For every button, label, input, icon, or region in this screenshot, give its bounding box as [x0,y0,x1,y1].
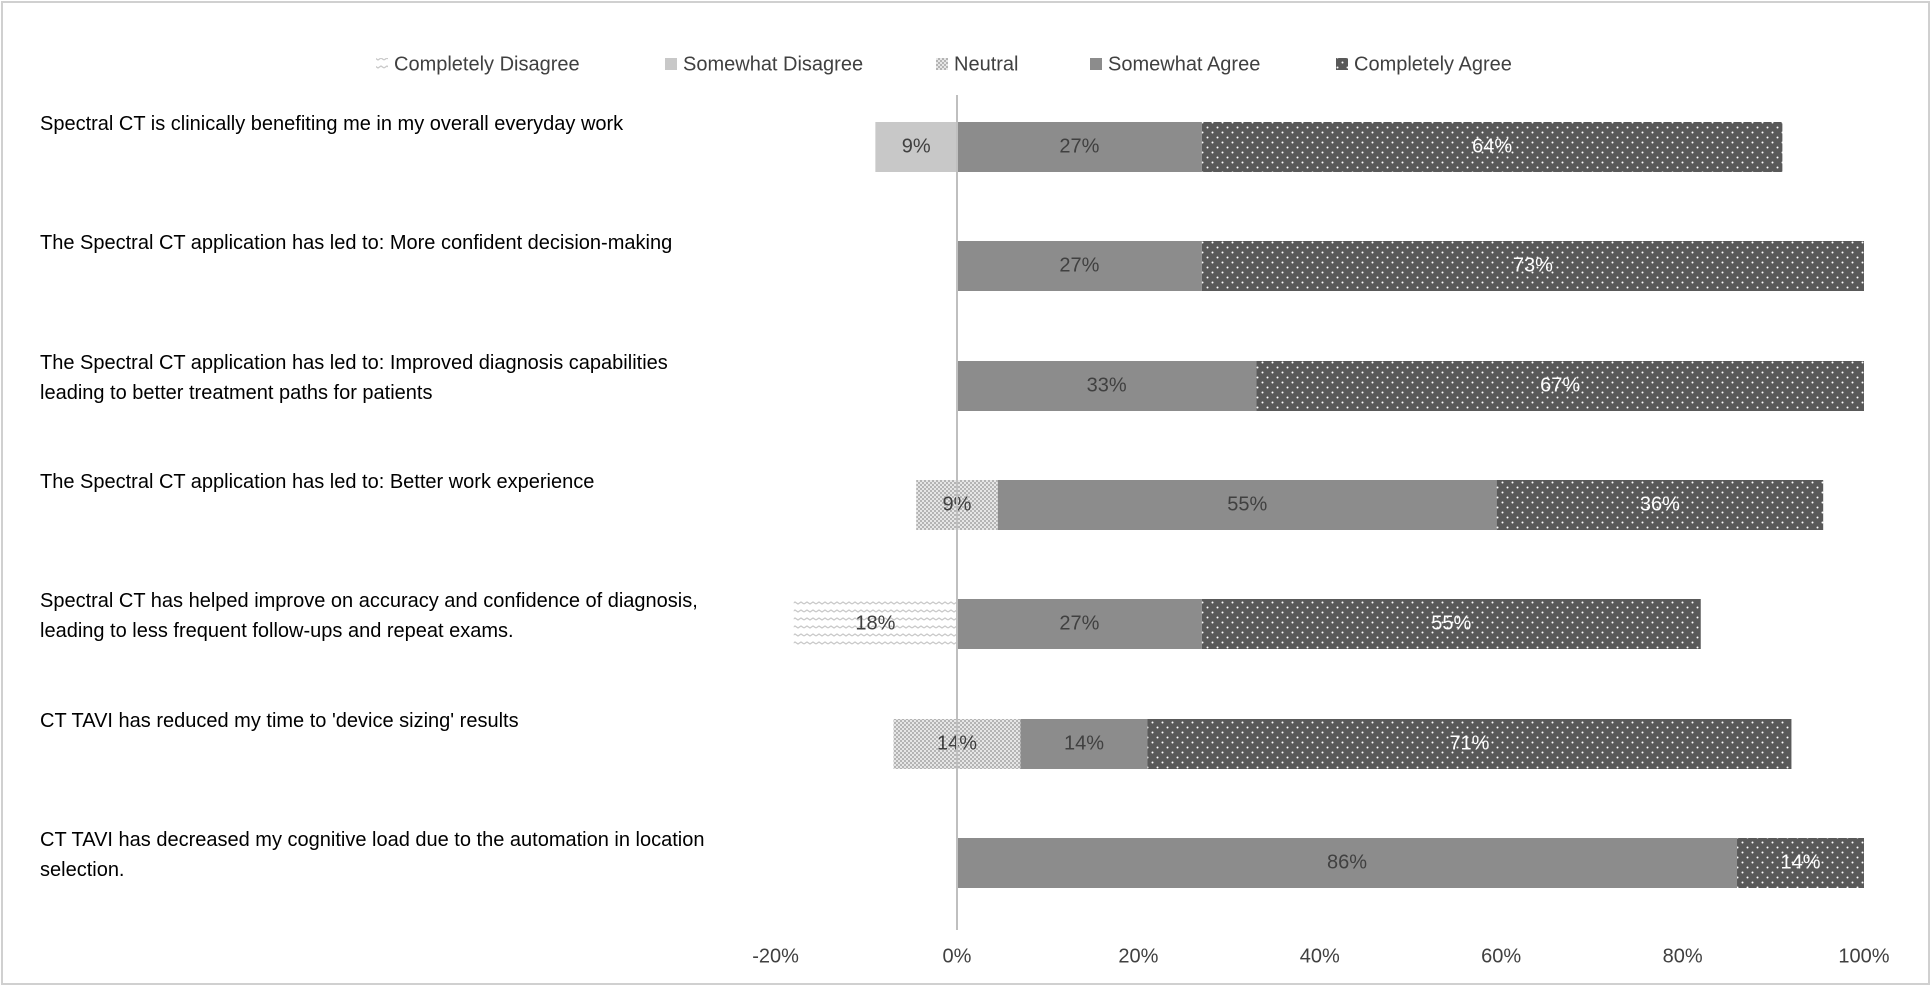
bar-segment [957,599,1202,649]
legend-swatch [1090,58,1102,70]
legend-swatch [376,58,388,70]
category-label: Spectral CT has helped improve on accura… [40,590,698,642]
value-label: 14% [1780,851,1820,873]
legend-swatch [665,58,677,70]
bar-segment [957,361,1257,411]
value-label: 9% [902,135,931,157]
value-label: 67% [1540,374,1580,396]
legend-swatch [1336,58,1348,70]
bar-segment [957,122,1202,172]
bar-segment [1147,719,1792,769]
x-tick-label: 20% [1118,945,1158,967]
value-label: 64% [1472,135,1512,157]
x-tick-label: 100% [1838,945,1889,967]
legend-label: Neutral [954,53,1018,75]
bar-segment [957,838,1738,888]
value-label: 86% [1327,851,1367,873]
x-tick-label: 0% [943,945,972,967]
value-label: 27% [1059,612,1099,634]
value-label: 27% [1059,135,1099,157]
bar-segment [1201,241,1864,291]
legend-label: Completely Agree [1354,53,1512,75]
bar-segment [997,480,1497,530]
bar-segment [793,599,957,649]
x-tick-label: 40% [1300,945,1340,967]
bar-segment [1201,122,1783,172]
value-label: 55% [1431,612,1471,634]
legend-label: Completely Disagree [394,53,580,75]
bar-segment [1737,838,1864,888]
x-tick-label: 80% [1663,945,1703,967]
legend-label: Somewhat Disagree [683,53,863,75]
bar-segment [875,122,957,172]
value-label: 36% [1640,493,1680,515]
legend-label: Somewhat Agree [1108,53,1260,75]
bar-segment [1020,719,1148,769]
value-label: 18% [855,612,895,634]
legend-swatch [936,58,948,70]
bar-segment [1496,480,1824,530]
value-label: 73% [1513,254,1553,276]
category-label: The Spectral CT application has led to: … [40,471,595,493]
x-tick-label: -20% [752,945,799,967]
x-tick-label: 60% [1481,945,1521,967]
category-label: The Spectral CT application has led to: … [40,352,668,404]
value-label: 71% [1449,732,1489,754]
value-label: 33% [1087,374,1127,396]
bar-segment [957,241,1202,291]
bar-segment [1201,599,1701,649]
category-label: Spectral CT is clinically benefiting me … [40,113,624,135]
category-label: CT TAVI has decreased my cognitive load … [40,829,705,881]
value-label: 14% [1064,732,1104,754]
category-label: CT TAVI has reduced my time to 'device s… [40,710,519,732]
value-label: 55% [1227,493,1267,515]
bar-segment [1256,361,1864,411]
category-label: The Spectral CT application has led to: … [40,232,673,254]
value-label: 27% [1059,254,1099,276]
